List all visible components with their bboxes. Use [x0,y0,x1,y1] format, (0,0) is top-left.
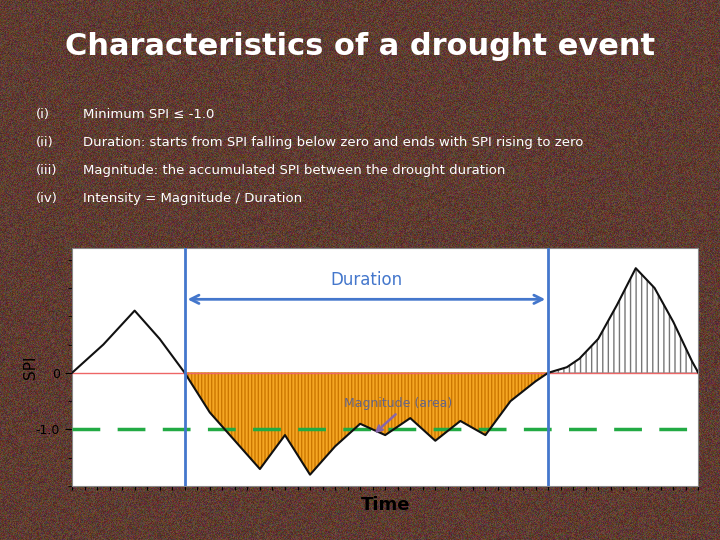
Text: Magnitude (area): Magnitude (area) [343,396,452,410]
Text: Duration: Duration [330,271,402,289]
Text: Intensity = Magnitude / Duration: Intensity = Magnitude / Duration [83,192,302,205]
Text: Characteristics of a drought event: Characteristics of a drought event [65,32,655,62]
Y-axis label: SPI: SPI [23,355,37,379]
Text: (iii): (iii) [36,164,58,177]
Text: Magnitude: the accumulated SPI between the drought duration: Magnitude: the accumulated SPI between t… [83,164,505,177]
Text: (ii): (ii) [36,136,54,149]
X-axis label: Time: Time [361,496,410,514]
Text: (i): (i) [36,108,50,121]
Text: Duration: starts from SPI falling below zero and ends with SPI rising to zero: Duration: starts from SPI falling below … [83,136,583,149]
Text: (iv): (iv) [36,192,58,205]
Text: Minimum SPI ≤ -1.0: Minimum SPI ≤ -1.0 [83,108,214,121]
